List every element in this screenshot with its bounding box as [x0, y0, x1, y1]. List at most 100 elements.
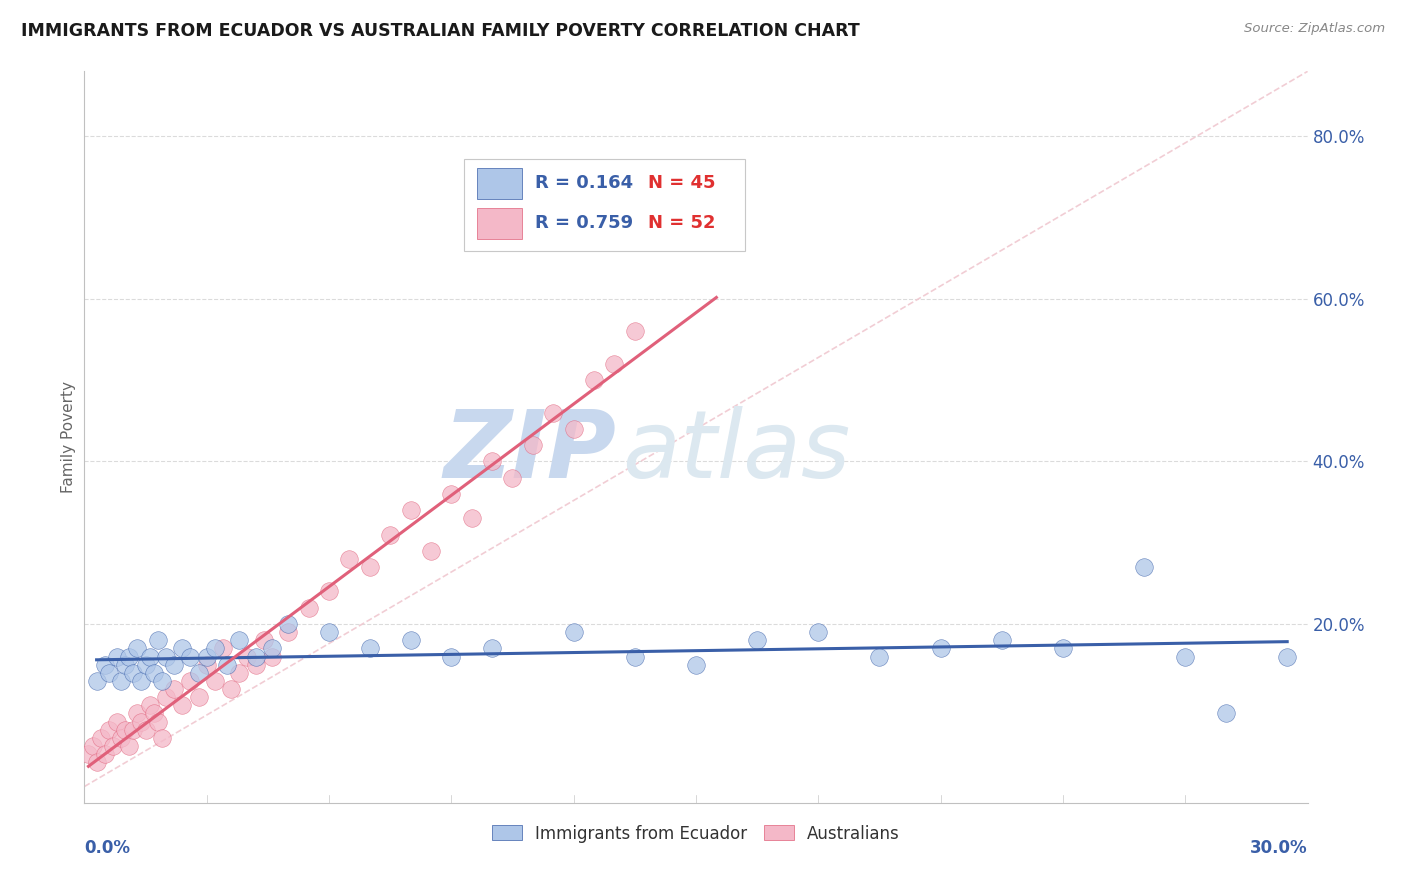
Point [219, 681, 242, 696]
Point [1277, 649, 1299, 664]
Point [624, 649, 647, 664]
Point [155, 690, 177, 705]
Point [991, 633, 1014, 648]
Legend: Immigrants from Ecuador, Australians: Immigrants from Ecuador, Australians [485, 818, 907, 849]
Point [461, 511, 484, 525]
Point [204, 641, 226, 656]
Point [105, 649, 128, 664]
Point [399, 503, 422, 517]
Point [97, 723, 120, 737]
Point [179, 673, 201, 688]
Point [204, 673, 226, 688]
Point [118, 739, 141, 753]
Text: IMMIGRANTS FROM ECUADOR VS AUSTRALIAN FAMILY POVERTY CORRELATION CHART: IMMIGRANTS FROM ECUADOR VS AUSTRALIAN FA… [21, 22, 860, 40]
Point [163, 681, 186, 696]
Point [187, 690, 209, 705]
Point [747, 633, 769, 648]
Point [172, 641, 194, 656]
Point [359, 560, 381, 574]
Point [146, 714, 169, 729]
Point [135, 657, 157, 672]
Point [138, 698, 160, 713]
Point [187, 665, 209, 680]
Point [706, 227, 728, 241]
Point [420, 544, 443, 558]
Point [583, 373, 606, 387]
Point [110, 673, 132, 688]
Point [195, 649, 218, 664]
FancyBboxPatch shape [477, 208, 522, 239]
FancyBboxPatch shape [464, 159, 745, 251]
Point [807, 625, 830, 640]
Point [228, 633, 250, 648]
Point [481, 641, 503, 656]
Point [236, 649, 259, 664]
Point [93, 747, 115, 761]
Text: atlas: atlas [623, 406, 851, 497]
Text: 30.0%: 30.0% [1250, 839, 1308, 857]
Point [90, 731, 112, 745]
Point [150, 673, 173, 688]
Point [562, 625, 585, 640]
Point [105, 714, 128, 729]
Point [1133, 560, 1156, 574]
Point [685, 657, 707, 672]
Point [929, 641, 952, 656]
Point [217, 657, 239, 672]
Point [212, 641, 235, 656]
Point [869, 649, 891, 664]
Text: R = 0.164: R = 0.164 [534, 174, 633, 193]
Point [122, 723, 145, 737]
Point [245, 657, 267, 672]
Point [339, 552, 361, 566]
Point [138, 649, 160, 664]
Point [440, 649, 463, 664]
Point [318, 625, 340, 640]
Point [127, 641, 149, 656]
Point [1215, 706, 1237, 721]
Text: Source: ZipAtlas.com: Source: ZipAtlas.com [1244, 22, 1385, 36]
Point [318, 584, 340, 599]
Point [440, 487, 463, 501]
Point [277, 617, 299, 632]
Point [131, 673, 153, 688]
Point [562, 422, 585, 436]
Text: R = 0.759: R = 0.759 [534, 214, 633, 233]
Point [97, 665, 120, 680]
Point [131, 714, 153, 729]
Point [277, 625, 299, 640]
Point [155, 649, 177, 664]
Text: ZIP: ZIP [443, 406, 616, 498]
Point [93, 657, 115, 672]
Point [127, 706, 149, 721]
Point [86, 755, 108, 769]
Point [195, 657, 218, 672]
Point [86, 673, 108, 688]
Point [179, 649, 201, 664]
Point [1174, 649, 1197, 664]
Point [260, 641, 283, 656]
Point [543, 406, 565, 420]
Point [163, 657, 186, 672]
Point [110, 731, 132, 745]
Point [624, 325, 647, 339]
Point [172, 698, 194, 713]
Point [603, 357, 626, 371]
Point [101, 739, 124, 753]
Point [399, 633, 422, 648]
Text: 0.0%: 0.0% [84, 839, 131, 857]
Text: N = 52: N = 52 [648, 214, 716, 233]
Text: N = 45: N = 45 [648, 174, 716, 193]
Point [142, 665, 165, 680]
Y-axis label: Family Poverty: Family Poverty [60, 381, 76, 493]
Point [122, 665, 145, 680]
Point [150, 731, 173, 745]
Point [298, 600, 321, 615]
FancyBboxPatch shape [477, 168, 522, 199]
Point [114, 723, 136, 737]
Point [146, 633, 169, 648]
Point [118, 649, 141, 664]
Point [135, 723, 157, 737]
Point [82, 739, 104, 753]
Point [359, 641, 381, 656]
